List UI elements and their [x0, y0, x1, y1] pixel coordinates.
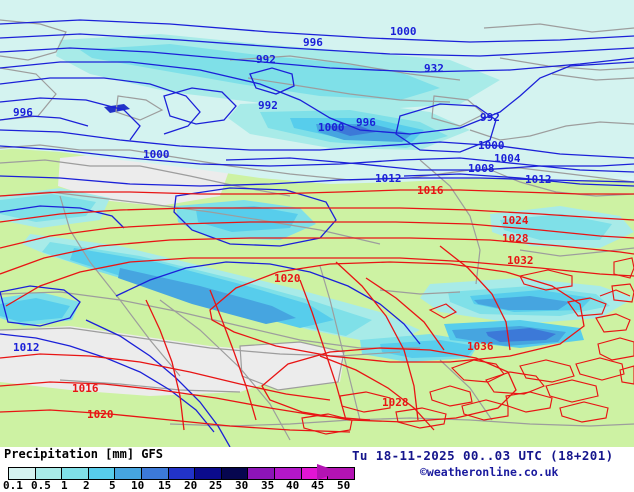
isobar-label-992-c: 992 — [480, 111, 500, 124]
color-swatch-5 — [115, 468, 142, 479]
copyright-notice[interactable]: ©weatheronline.co.uk — [420, 465, 559, 479]
isobar-label-1036: 1036 — [467, 340, 494, 353]
color-swatch-2 — [88, 468, 116, 479]
isobar-label-992-b: 992 — [258, 99, 278, 112]
tick-label-0.5: 0.5 — [31, 479, 51, 492]
isobar-label-1020-a: 1020 — [274, 272, 301, 285]
isobar-label-996-a: 996 — [303, 36, 323, 49]
tick-label-20: 20 — [184, 479, 198, 492]
color-swatch-0.1 — [9, 468, 36, 479]
legend-panel: Precipitation [mm] GFS 0.1 0.5 1 2 5 10 … — [0, 447, 634, 492]
isobar-label-1024: 1024 — [502, 214, 529, 227]
tick-label-10: 10 — [131, 479, 145, 492]
ice-patch-sw — [0, 326, 300, 396]
isobar-label-1028-b: 1028 — [382, 396, 409, 409]
tick-label-35: 35 — [261, 479, 275, 492]
color-swatch-25 — [221, 468, 249, 479]
color-swatch-1 — [62, 468, 89, 479]
borders-layer — [0, 19, 634, 441]
isobar-label-1000-a: 1000 — [390, 25, 417, 38]
color-swatch-45 — [328, 468, 354, 479]
tick-label-1: 1 — [61, 479, 68, 492]
color-scale-overflow-arrow — [317, 464, 340, 480]
color-swatch-20 — [195, 468, 222, 479]
isobar-label-996-b: 996 — [13, 106, 33, 119]
tick-label-30: 30 — [235, 479, 249, 492]
precip-band-10 — [330, 126, 556, 342]
isobar-label-996-c: 996 — [356, 116, 376, 129]
color-scale-ticks: 0.1 0.5 1 2 5 10 15 20 25 30 35 40 45 50 — [0, 479, 350, 492]
isobar-label-1008: 1008 — [468, 162, 495, 175]
isobar-label-1032: 1032 — [507, 254, 534, 267]
color-scale-bar[interactable] — [8, 467, 355, 480]
color-swatch-35 — [274, 468, 302, 479]
tick-label-15: 15 — [158, 479, 172, 492]
isobar-label-1028-a: 1028 — [502, 232, 529, 245]
isobar-label-1000-b: 1000 — [318, 121, 345, 134]
isobar-label-1012-b: 1012 — [525, 173, 552, 186]
tick-label-2: 2 — [83, 479, 90, 492]
tick-label-50: 50 — [337, 479, 351, 492]
color-swatch-0.5 — [35, 468, 63, 479]
forecast-timestamp: Tu 18-11-2025 00..03 UTC (18+201) — [352, 448, 614, 463]
precipitation-layer — [0, 34, 634, 362]
isobar-label-1016-a: 1016 — [417, 184, 444, 197]
isobar-label-1004: 1004 — [494, 152, 521, 165]
isobar-label-1020-b: 1020 — [87, 408, 114, 421]
isobar-label-1012-a: 1012 — [375, 172, 402, 185]
color-swatch-30 — [248, 468, 275, 479]
map-canvas — [0, 19, 634, 447]
isobar-label-1000-c: 1000 — [143, 148, 170, 161]
isobars-high — [0, 189, 634, 435]
tick-label-25: 25 — [209, 479, 223, 492]
legend-title: Precipitation [mm] GFS — [4, 447, 163, 461]
isobar-label-1000-d: 1000 — [478, 139, 505, 152]
isobar-label-932: 932 — [424, 62, 444, 75]
isobar-label-1016-b: 1016 — [72, 382, 99, 395]
precipitation-map[interactable]: 1000 996 992 932 992 996 1000 996 992 10… — [0, 0, 634, 447]
color-swatch-15 — [168, 468, 196, 479]
tick-label-5: 5 — [109, 479, 116, 492]
isobar-label-1012-c: 1012 — [13, 341, 40, 354]
color-swatch-10 — [141, 468, 169, 479]
isobars-low — [0, 19, 634, 447]
tick-label-45: 45 — [311, 479, 325, 492]
isobar-label-992-a: 992 — [256, 53, 276, 66]
tick-label-0.1: 0.1 — [3, 479, 23, 492]
tick-label-40: 40 — [286, 479, 300, 492]
